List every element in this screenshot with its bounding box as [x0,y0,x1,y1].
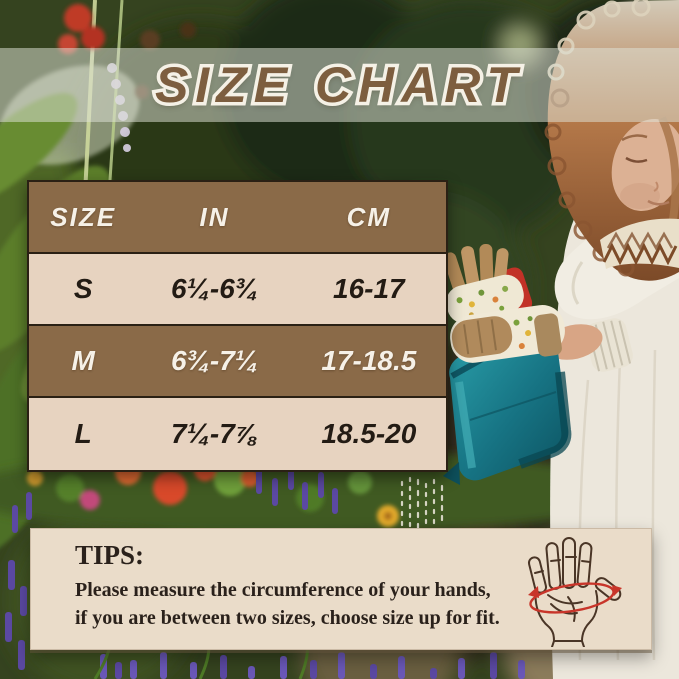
col-header-cm: CM [346,201,392,232]
page-title-outline: SIZE CHART [151,54,525,117]
table-row-l: L 7¼-7⅞ 18.5-20 [29,398,446,470]
tips-line-2: if you are between two sizes, choose siz… [75,607,500,629]
size-label: L [74,418,92,449]
hand-circumference-icon [527,537,622,647]
cm-range: 16-17 [333,273,405,304]
tips-line-1: Please measure the circumference of your… [75,579,491,601]
cm-range: 18.5-20 [321,418,417,449]
col-header-size: SIZE [50,201,117,232]
table-row-s: S 6¼-6¾ 16-17 [29,254,446,324]
table-row-m: M 6¾-7¼ 17-18.5 [29,326,446,396]
tips-heading: TIPS: [75,540,145,570]
table-header-row: SIZE IN CM [29,182,446,252]
size-label: S [73,273,93,304]
water-droplets [400,476,444,536]
gardening-gloves [443,243,565,363]
size-chart-table: SIZE IN CM S 6¼-6¾ 16-17 M 6¾-7¼ 17-18.5… [27,180,448,472]
cm-range: 17-18.5 [321,345,417,376]
page-title: SIZE CHART [154,57,525,113]
inches-range: 6¾-7¼ [170,345,259,376]
inches-range: 7¼-7⅞ [170,418,259,449]
title-banner: SIZE CHART SIZE CHART [0,48,679,122]
inches-range: 6¼-6¾ [170,273,259,304]
tips-panel: TIPS: Please measure the circumference o… [30,528,652,650]
tips-text-block: TIPS: Please measure the circumference o… [75,540,512,632]
col-header-in: IN [199,201,230,232]
size-label: M [71,345,95,376]
